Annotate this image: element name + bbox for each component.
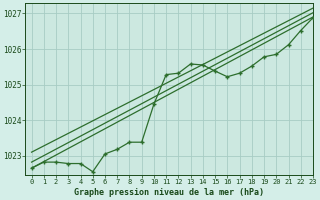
X-axis label: Graphe pression niveau de la mer (hPa): Graphe pression niveau de la mer (hPa): [74, 188, 264, 197]
